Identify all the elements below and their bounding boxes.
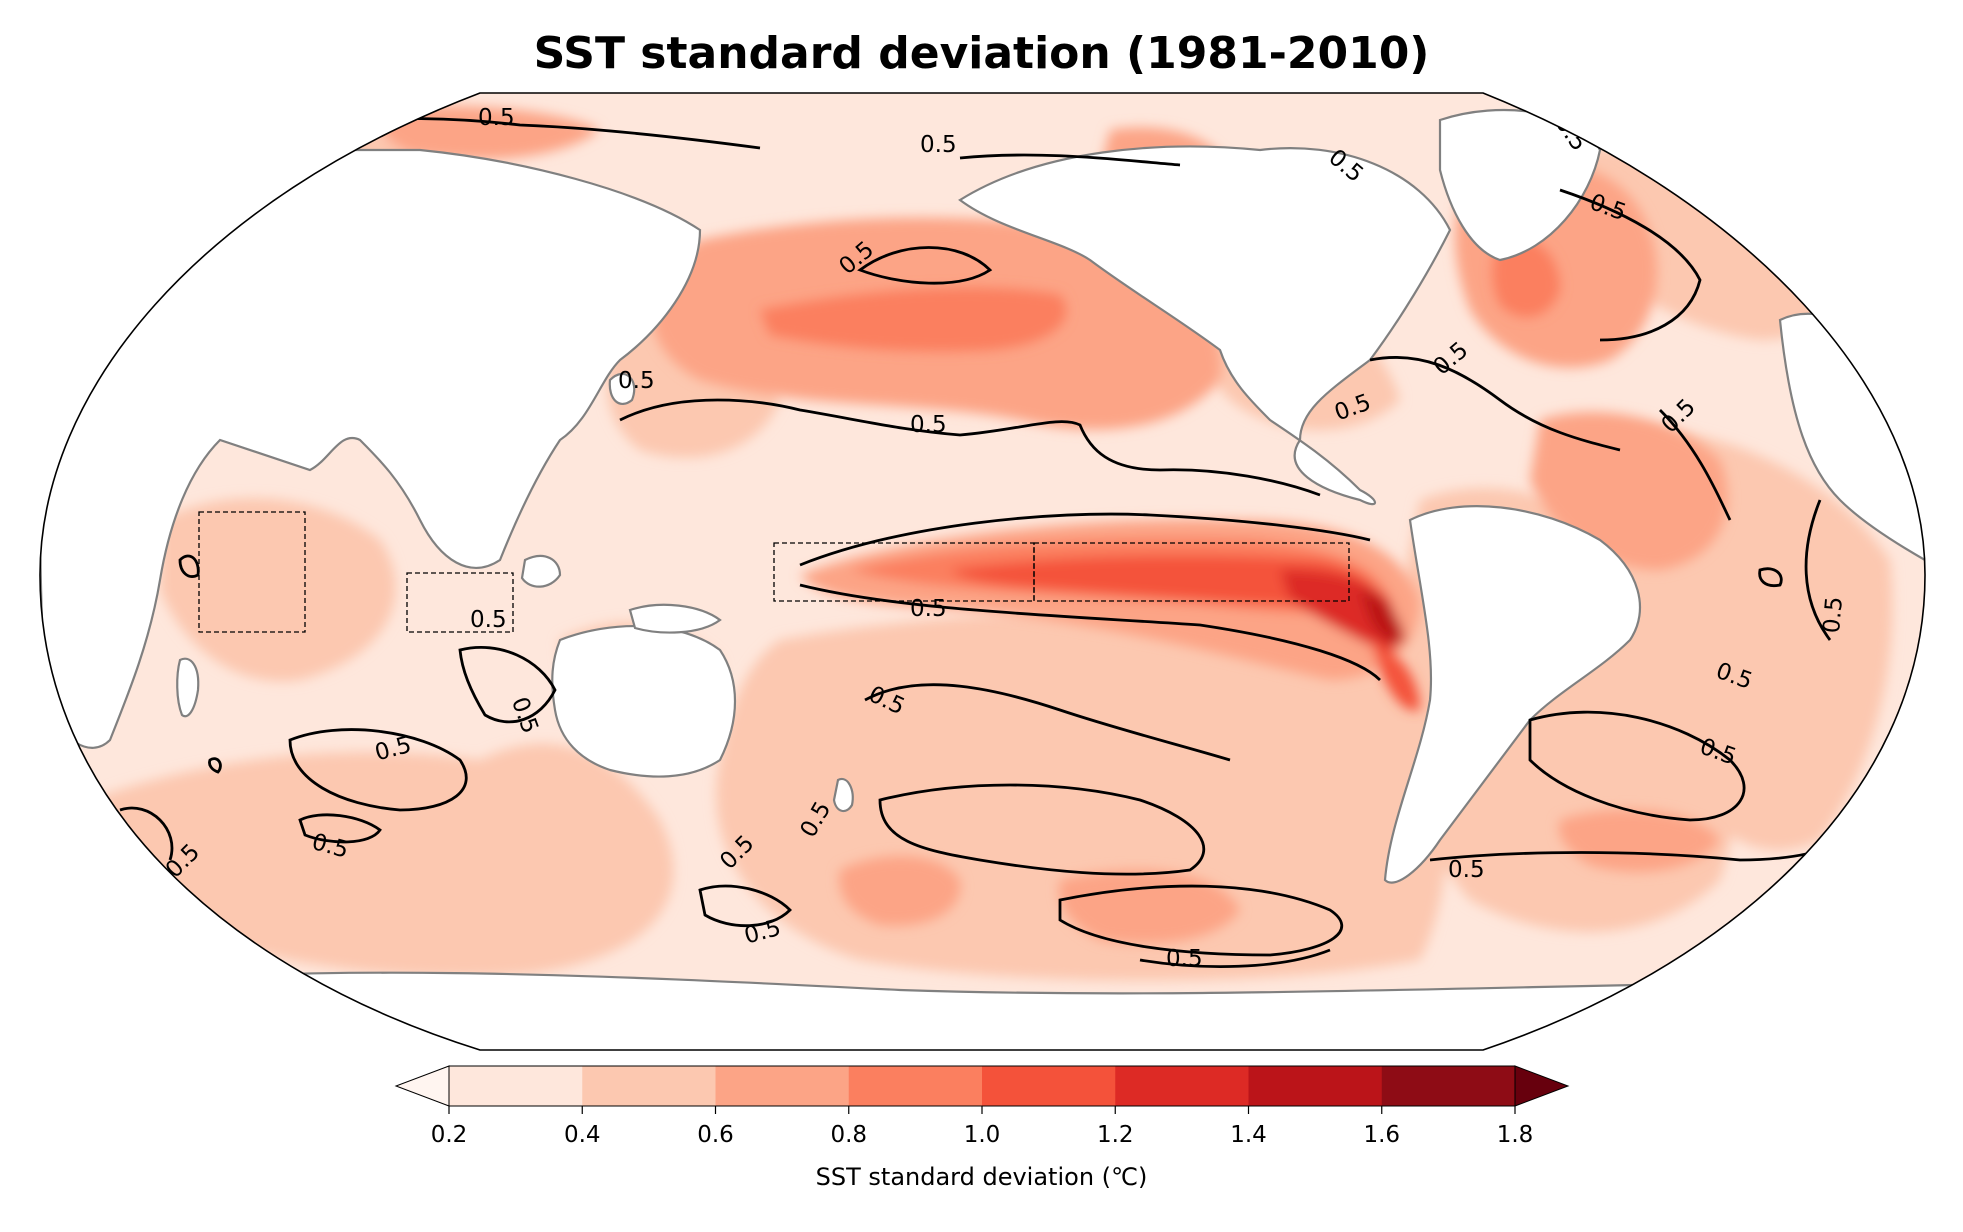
colorbar-tick-label: 0.8 (830, 1122, 867, 1148)
globe-boundary (39, 92, 1926, 1051)
colorbar-swatches (449, 1066, 1516, 1106)
contour-label: 0.5 (618, 368, 655, 394)
colorbar-tick-label: 1.8 (1497, 1122, 1534, 1148)
contour-label: 0.5 (910, 412, 947, 438)
contour-label: 0.5 (920, 132, 957, 158)
colorbar-tick-label: 1.0 (964, 1122, 1001, 1148)
colorbar-tick-label: 1.2 (1097, 1122, 1134, 1148)
contour-label: 0.5 (1166, 946, 1203, 972)
contour-label: 0.5 (1448, 857, 1485, 883)
colorbar-swatch (449, 1066, 583, 1106)
contour-label: 0.5 (1819, 596, 1848, 635)
equatorial-tongue (800, 519, 1420, 711)
colorbar-tick-label: 1.6 (1363, 1122, 1400, 1148)
eurasia-africa-landmass (40, 148, 702, 749)
eastern-indian-ocean-box (406, 572, 514, 633)
nino3-box (1033, 542, 1350, 602)
colorbar-swatch (1381, 1066, 1516, 1106)
colorbar-under-triangle (394, 1065, 450, 1107)
new-guinea-landmass (628, 603, 722, 634)
colorbar-tick-label: 0.6 (697, 1122, 734, 1148)
continents (40, 108, 1925, 1050)
colorbar-ticks: 0.2 0.4 0.6 0.8 1.0 1.2 1.4 1.6 1.8 (431, 1106, 1534, 1148)
colorbar-swatch (982, 1066, 1116, 1106)
contour-label: 0.5 (910, 596, 947, 622)
contour-label: 0.5 (470, 607, 507, 633)
madagascar-landmass (176, 657, 200, 718)
japan-landmass (608, 372, 636, 405)
australia-landmass (551, 624, 736, 778)
index-boxes (198, 511, 1350, 633)
new-zealand-landmass (832, 777, 854, 813)
colorbar-tick-label: 1.4 (1230, 1122, 1267, 1148)
south-america-landmass (1383, 505, 1642, 884)
colorbar-swatch (848, 1066, 983, 1106)
colorbar-swatch (1115, 1066, 1249, 1106)
colorbar-swatch (1248, 1066, 1383, 1106)
colorbar-swatch (582, 1066, 716, 1106)
colorbar: 0.2 0.4 0.6 0.8 1.0 1.2 1.4 1.6 1.8 (394, 1065, 1570, 1148)
colorbar-label: SST standard deviation (℃) (815, 1163, 1148, 1191)
colorbar-tick-label: 0.4 (564, 1122, 601, 1148)
contour-label: 0.5 (478, 105, 515, 131)
colorbar-swatch (715, 1066, 850, 1106)
north-america-landmass (958, 145, 1452, 506)
colorbar-tick-label: 0.2 (431, 1122, 468, 1148)
map-title: SST standard deviation (1981-2010) (533, 28, 1430, 79)
borneo-landmass (520, 554, 562, 588)
colorbar-over-triangle (1514, 1065, 1570, 1107)
